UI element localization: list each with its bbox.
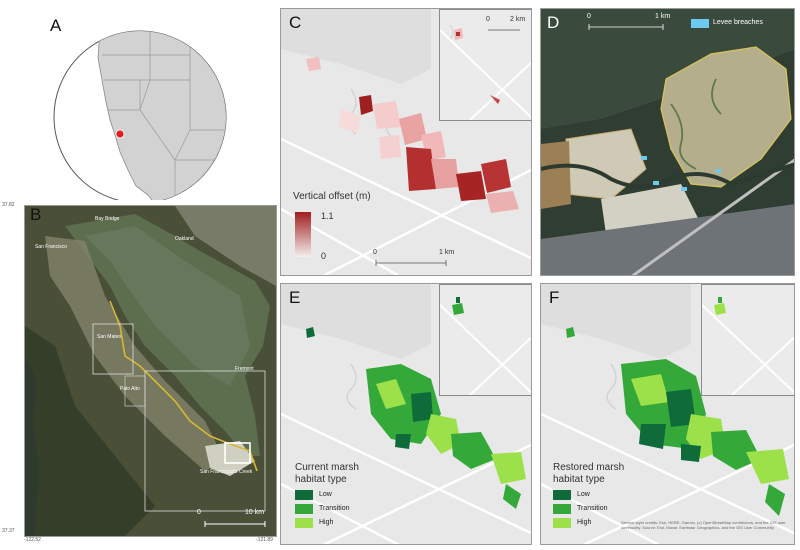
place-label-creek: San Francisquito Creek [200, 469, 253, 475]
urban-d [541, 204, 794, 275]
panel-e-inset [439, 284, 531, 396]
offset-legend-max: 1.1 [321, 211, 334, 221]
panel-c-inset: 0 2 km [439, 9, 531, 121]
city-box-3 [124, 375, 146, 407]
legend-swatch-low-f [553, 490, 571, 500]
inset-c-scale-zero: 0 [486, 16, 490, 23]
panel-e: E Current marsh habitat type Low Transit… [280, 283, 532, 545]
offset-legend-title: Vertical offset (m) [293, 191, 371, 202]
panel-c-letter: C [289, 13, 302, 32]
panel-d-letter: D [547, 13, 560, 32]
panel-e-letter: E [289, 288, 301, 307]
shoreline-yellow [109, 300, 258, 472]
current-habitat-legend-title: Current marsh habitat type [295, 462, 359, 485]
panel-a-letter: A [50, 16, 62, 35]
restored-habitat-legend-title: Restored marsh habitat type [553, 462, 625, 485]
scale-bar-d [588, 24, 664, 30]
place-label-san-francisco: San Francisco [35, 244, 67, 250]
place-label-oakland: Oakland [175, 236, 194, 242]
longitude-right-label: -121.89 [256, 537, 273, 543]
marsh-island [660, 46, 792, 188]
place-label-palo-alto: Palo Alto [120, 386, 140, 392]
legend-label-high: High [319, 519, 334, 526]
latitude-top-label: 37.82 [2, 202, 15, 208]
vertical-offset-map [281, 9, 531, 275]
panel-f-inset [701, 284, 794, 396]
map-credits: Service layer credits: Esri, HERE, Garmi… [621, 520, 786, 530]
scale-b-zero: 0 [197, 509, 201, 516]
hills [25, 326, 155, 536]
panel-b: B 37.82 37.37 -122.52 -121.89 Bay Bridge [0, 195, 285, 545]
offset-legend-min: 0 [321, 251, 327, 261]
scale-c-zero: 0 [373, 249, 377, 256]
legend-label-transition-f: Transition [577, 505, 608, 512]
offset-color-ramp [295, 212, 311, 257]
habitat-polygons-restored [566, 327, 789, 516]
offset-polygons [306, 57, 519, 213]
east-bay-urban [175, 206, 276, 286]
legend-swatch-high-f [553, 518, 571, 528]
legend-label-high-f: High [577, 519, 592, 526]
legend-swatch-low [295, 490, 313, 500]
legend-label-transition: Transition [319, 505, 350, 512]
city-box-2 [144, 370, 266, 512]
panel-f-letter: F [549, 288, 560, 307]
scale-bar-c [375, 260, 447, 266]
city-box-1 [92, 323, 134, 375]
latitude-bottom-label: 37.37 [2, 528, 15, 534]
satellite-bay-map: Bay Bridge San Francisco Oakland San Mat… [24, 205, 277, 537]
scale-c-end: 1 km [439, 249, 455, 256]
bay-shallows [281, 9, 431, 84]
marsh-channel [670, 78, 722, 170]
south-bay-salt-ponds [205, 441, 255, 476]
levee-breach-marks [641, 156, 721, 191]
panel-d: D Levee breaches 0 1 km [540, 8, 795, 276]
legend-swatch-transition-f [553, 504, 571, 514]
breach-legend-swatch [691, 19, 709, 28]
place-label-bay-bridge: Bay Bridge [95, 216, 120, 222]
us-land [97, 31, 226, 200]
locator-globe-map [53, 30, 227, 200]
peninsula-urban [45, 236, 225, 471]
inset-c-scale-end: 2 km [510, 16, 526, 23]
legend-swatch-transition [295, 504, 313, 514]
bay-water-d [541, 9, 794, 129]
panel-b-letter: B [30, 205, 42, 224]
habitat-polygons-current [306, 327, 526, 509]
scale-bar-b [204, 521, 266, 527]
scale-d-end: 1 km [655, 13, 671, 20]
panel-f: F Restored marsh habitat type Low Transi… [540, 283, 795, 545]
scale-d-zero: 0 [587, 13, 591, 20]
current-habitat-map [281, 284, 531, 544]
place-label-san-mateo: San Mateo [97, 334, 122, 340]
restored-habitat-map [541, 284, 794, 544]
legend-label-low: Low [319, 491, 332, 498]
scale-b-end: 10 km [245, 509, 265, 516]
bay-inner-water [85, 226, 250, 386]
study-site-marker [115, 129, 125, 139]
panel-a: A [40, 10, 245, 200]
place-label-fremont: Fremont [235, 366, 254, 372]
breach-legend-label: Levee breaches [713, 19, 763, 26]
highway-d [631, 158, 794, 275]
legend-label-low-f: Low [577, 491, 590, 498]
panel-c: C Vertical offset (m) 1.1 0 0 1 km 0 2 k… [280, 8, 532, 276]
salt-pond-brown [541, 141, 571, 209]
slough-d [541, 162, 794, 189]
levee-breach-satellite-map [541, 9, 794, 275]
longitude-left-label: -122.52 [24, 537, 41, 543]
legend-swatch-high [295, 518, 313, 528]
study-area-box [224, 442, 251, 464]
